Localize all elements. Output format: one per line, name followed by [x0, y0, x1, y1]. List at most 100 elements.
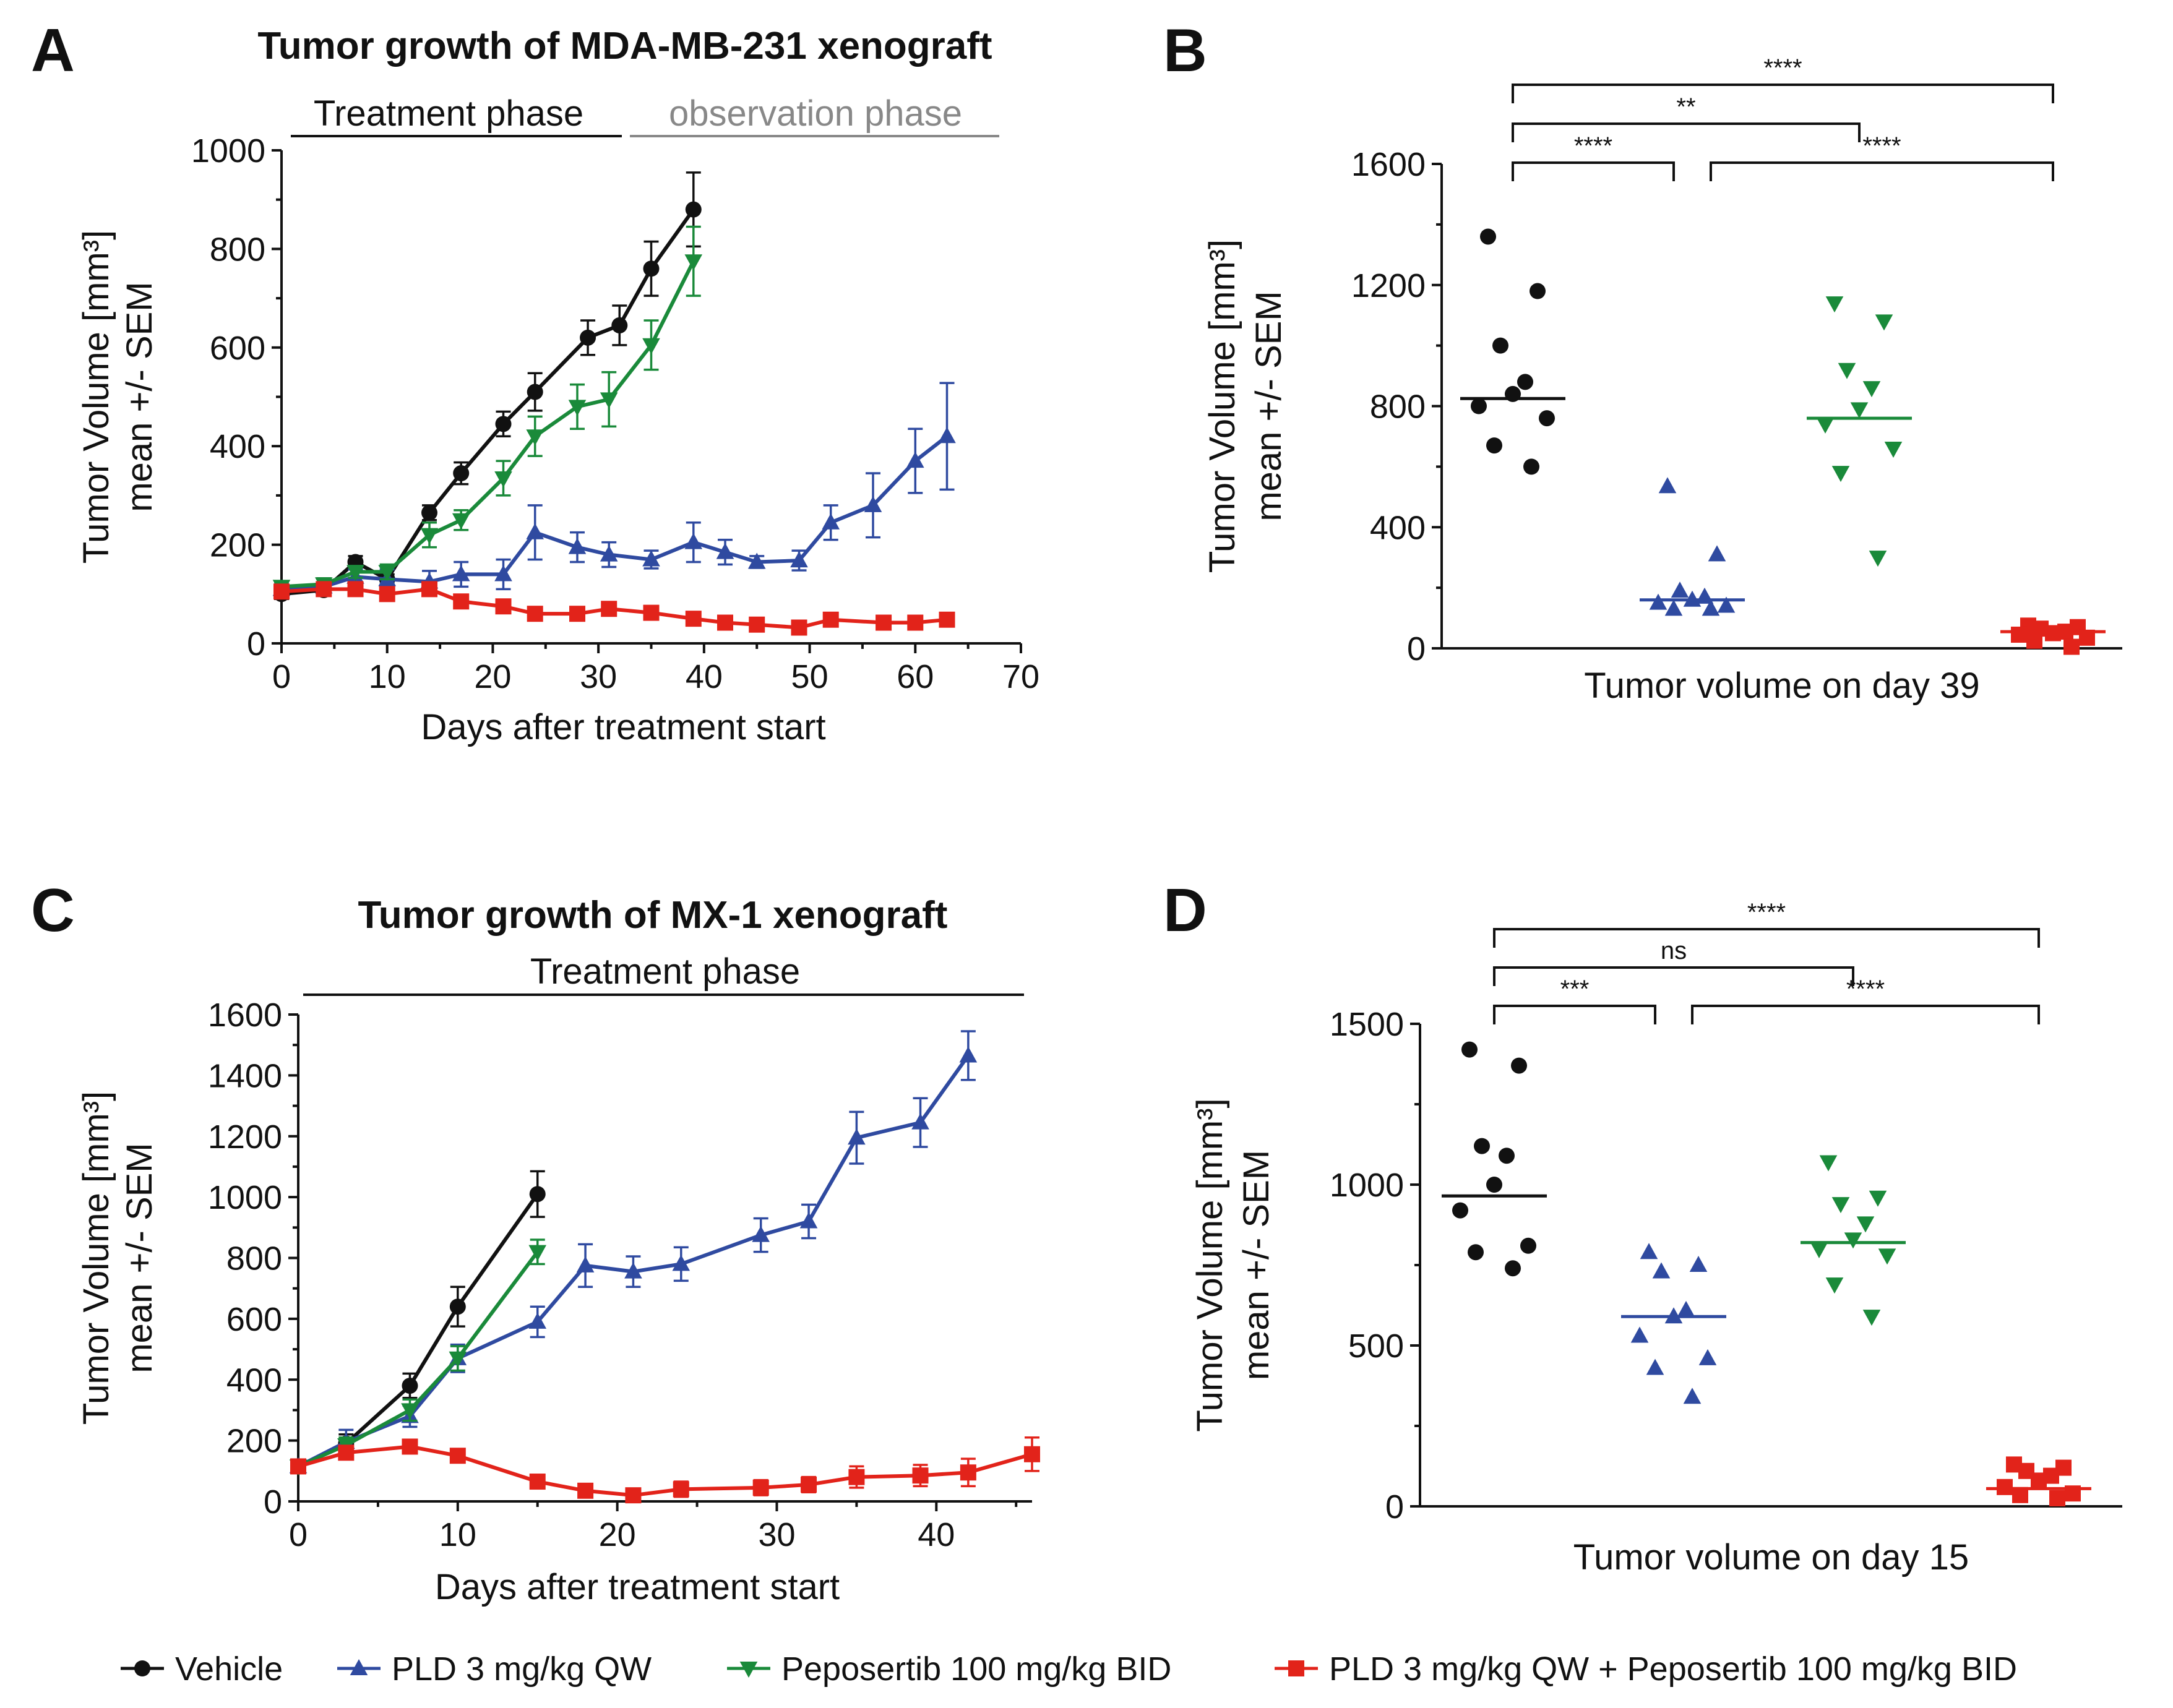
data-point: [1850, 402, 1869, 419]
legend-label: Vehicle: [175, 1650, 283, 1688]
significance-bracket: ****: [1493, 899, 2040, 948]
data-point: [1652, 1262, 1671, 1279]
series-line: [281, 208, 695, 596]
y-axis-label-line-1: Tumor Volume [mm³]: [1202, 239, 1242, 573]
y-tick-label: 600: [210, 330, 265, 367]
significance-label: **: [1676, 93, 1695, 121]
x-tick-label: 20: [474, 658, 511, 695]
y-tick-label: 1200: [208, 1118, 282, 1156]
data-point: [906, 452, 924, 468]
data-point: [273, 583, 290, 600]
y-tick-label: 1000: [191, 132, 265, 170]
data-point: [822, 513, 840, 530]
data-point: [529, 1186, 546, 1203]
legend-item-peposertib-100-mg-kg-bid: Peposertib 100 mg/kg BID: [727, 1650, 1171, 1688]
y-tick-label: 600: [226, 1301, 282, 1338]
data-point: [752, 1479, 769, 1496]
data-point: [2063, 638, 2080, 655]
data-point: [790, 551, 808, 568]
y-tick-label: 1500: [1330, 1006, 1404, 1043]
group-vehicle: [1460, 228, 1565, 475]
significance-label: ****: [1846, 976, 1885, 1003]
data-point: [576, 1256, 595, 1272]
panel-letter-c: C: [31, 876, 75, 944]
data-point: [643, 260, 660, 277]
legend-item-pld-3-mg-kg-qw-peposertib-100-mg-kg-bid: PLD 3 mg/kg QW + Peposertib 100 mg/kg BI…: [1275, 1650, 2017, 1688]
data-point: [1630, 1326, 1649, 1343]
data-point: [452, 513, 470, 530]
data-point: [1517, 374, 1533, 390]
data-point: [1468, 1244, 1484, 1261]
x-tick-label: 0: [289, 1516, 308, 1553]
data-point: [642, 338, 660, 354]
data-point: [611, 317, 628, 333]
data-point: [527, 606, 543, 622]
significance-label: ****: [1862, 132, 1901, 160]
data-point: [600, 392, 618, 409]
series-pld-3-mg-kg-qw-peposertib-100-mg-kg-bid: [290, 1436, 1040, 1504]
data-point: [907, 614, 924, 631]
data-point: [1862, 381, 1881, 398]
data-point: [791, 619, 807, 636]
data-point: [911, 1113, 929, 1130]
data-point: [684, 254, 703, 271]
y-axis-label-line-1: Tumor Volume [mm³]: [76, 230, 116, 564]
significance-label: ****: [1574, 132, 1612, 160]
data-point: [494, 471, 512, 487]
data-point: [453, 465, 470, 482]
bracket-line: [1493, 1005, 1656, 1024]
data-point: [495, 416, 512, 432]
data-point: [2011, 626, 2027, 643]
phase-label-treatment-phase: Treatment phase: [314, 93, 583, 134]
data-point: [528, 1245, 547, 1261]
data-point: [801, 1476, 817, 1493]
data-point: [1698, 1349, 1717, 1365]
legend-item-pld-3-mg-kg-qw: PLD 3 mg/kg QW: [337, 1650, 652, 1688]
significance-bracket: ****: [1710, 132, 2054, 181]
x-tick-label: 30: [758, 1516, 795, 1553]
legend-triangle-down-icon: [739, 1661, 758, 1678]
x-axis-label: Tumor volume on day 15: [1573, 1537, 1969, 1577]
data-point: [939, 611, 955, 628]
y-tick-label: 1000: [1330, 1167, 1404, 1204]
legend-square-icon: [1288, 1660, 1304, 1676]
data-point: [338, 1444, 355, 1461]
data-point: [1640, 1243, 1658, 1260]
y-tick-label: 400: [226, 1362, 282, 1399]
y-tick-label: 400: [210, 428, 265, 465]
bracket-line: [1493, 966, 1854, 986]
x-tick-label: 10: [369, 658, 406, 695]
data-point: [1505, 1260, 1521, 1277]
data-point: [912, 1467, 929, 1484]
legend-label: PLD 3 mg/kg QW: [392, 1650, 652, 1688]
data-point: [1856, 1216, 1875, 1233]
y-tick-label: 200: [226, 1423, 282, 1460]
data-point: [1486, 437, 1502, 454]
y-axis-label-line-1: Tumor Volume [mm³]: [76, 1091, 116, 1425]
y-tick-label: 0: [247, 625, 265, 663]
data-point: [1878, 1248, 1896, 1265]
data-point: [449, 1448, 466, 1464]
group-pld-3-mg-kg-qw-peposertib-100-mg-kg-bid: [1986, 1456, 2091, 1506]
data-point: [1523, 458, 1539, 475]
data-point: [959, 1046, 978, 1063]
data-point: [1689, 1256, 1708, 1272]
data-point: [1831, 1197, 1850, 1214]
data-point: [316, 581, 332, 598]
data-point: [600, 545, 618, 562]
data-point: [864, 496, 882, 512]
data-point: [1461, 1041, 1478, 1058]
data-point: [1825, 1277, 1844, 1294]
data-point: [401, 1403, 419, 1420]
data-point: [402, 1438, 418, 1455]
panel-letter-a: A: [31, 16, 75, 84]
data-point: [1024, 1446, 1040, 1462]
data-point: [1664, 599, 1683, 616]
data-point: [2049, 1490, 2065, 1506]
significance-label: ***: [1560, 976, 1590, 1003]
data-point: [960, 1464, 976, 1481]
data-point: [1499, 1148, 1515, 1164]
data-point: [1480, 228, 1496, 245]
data-point: [453, 593, 470, 610]
